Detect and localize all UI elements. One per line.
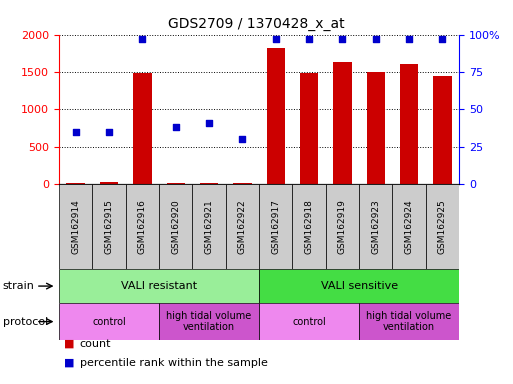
Text: percentile rank within the sample: percentile rank within the sample [80,358,267,368]
Text: protocol: protocol [3,316,48,327]
Text: ■: ■ [64,358,74,368]
Bar [359,184,392,269]
Text: GSM162914: GSM162914 [71,199,80,254]
Text: GSM162924: GSM162924 [405,199,413,254]
Bar [392,184,426,269]
Bar [333,61,351,184]
Bar [159,303,259,340]
Text: GSM162923: GSM162923 [371,199,380,254]
Text: GSM162921: GSM162921 [205,199,213,254]
Point [138,36,146,42]
Bar [192,184,226,269]
Point [238,136,246,142]
Text: high tidal volume
ventilation: high tidal volume ventilation [166,311,252,333]
Bar [200,183,218,184]
Bar [426,184,459,269]
Point [71,129,80,135]
Bar [67,183,85,184]
Point [271,36,280,42]
Point [105,129,113,135]
Bar [292,184,326,269]
Bar [259,303,359,340]
Text: GSM162917: GSM162917 [271,199,280,254]
Text: ■: ■ [64,339,74,349]
Text: GDS2709 / 1370428_x_at: GDS2709 / 1370428_x_at [168,17,345,31]
Bar [433,76,451,184]
Bar [267,48,285,184]
Bar [159,184,192,269]
Text: GSM162920: GSM162920 [171,199,180,254]
Text: GSM162915: GSM162915 [105,199,113,254]
Text: high tidal volume
ventilation: high tidal volume ventilation [366,311,452,333]
Bar [259,184,292,269]
Text: GSM162919: GSM162919 [338,199,347,254]
Bar [226,184,259,269]
Bar [326,184,359,269]
Bar [59,184,92,269]
Text: VALI resistant: VALI resistant [121,281,197,291]
Bar [59,269,259,303]
Bar [300,73,318,184]
Text: GSM162918: GSM162918 [305,199,313,254]
Bar [126,184,159,269]
Text: GSM162916: GSM162916 [138,199,147,254]
Point [305,36,313,42]
Bar [100,182,118,184]
Bar [133,73,151,184]
Point [405,36,413,42]
Text: VALI sensitive: VALI sensitive [321,281,398,291]
Text: count: count [80,339,111,349]
Bar [367,72,385,184]
Bar [233,183,251,184]
Bar [92,184,126,269]
Point [371,36,380,42]
Bar [59,303,159,340]
Point [438,36,446,42]
Bar [259,269,459,303]
Text: GSM162922: GSM162922 [238,199,247,254]
Text: GSM162925: GSM162925 [438,199,447,254]
Point [171,124,180,131]
Text: control: control [92,316,126,327]
Bar [400,64,418,184]
Point [205,120,213,126]
Bar [359,303,459,340]
Text: control: control [292,316,326,327]
Bar [167,183,185,184]
Point [338,36,346,42]
Text: strain: strain [3,281,34,291]
